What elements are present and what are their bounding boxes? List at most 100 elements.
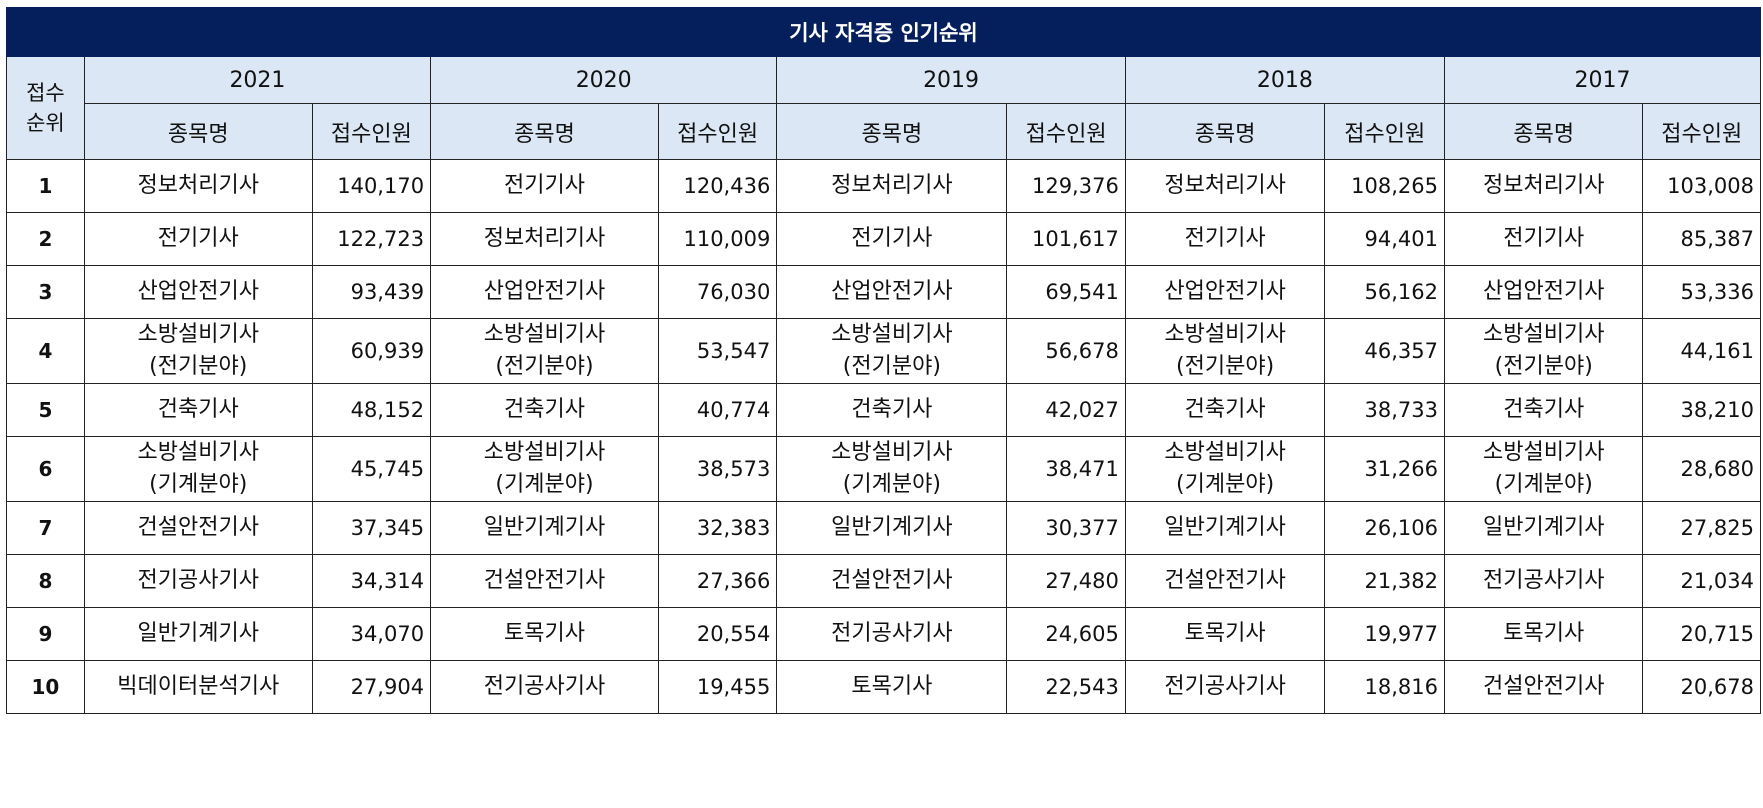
applicant-count-cell: 48,152 <box>311 383 432 437</box>
column-header-count: 접수인원 <box>657 103 778 160</box>
table-title: 기사 자격증 인기순위 <box>6 7 1761 57</box>
year-header: 2021 <box>83 56 432 104</box>
cert-name-cell: 일반기계기사 <box>1124 501 1326 555</box>
cert-name-line: (기계분야) <box>1494 472 1593 497</box>
cert-name-cell: 건축기사 <box>430 383 659 437</box>
cert-name-line: 산업안전기사 <box>137 279 259 304</box>
cert-name-line: (전기분야) <box>149 354 248 379</box>
applicant-count-cell: 30,377 <box>1006 501 1126 555</box>
cert-name-line: (기계분야) <box>495 472 594 497</box>
applicant-count-cell: 27,480 <box>1006 554 1126 608</box>
column-header-name: 종목명 <box>430 103 659 160</box>
table-row: 3 산업안전기사 93,439 산업안전기사 76,030 산업안전기사 69,541 산업안… <box>6 265 1761 319</box>
applicant-count-cell: 94,401 <box>1324 212 1445 266</box>
cert-name-cell: 전기공사기사 <box>1443 554 1644 608</box>
rank-cell: 10 <box>6 660 85 714</box>
cert-name-cell: 전기공사기사 <box>1124 660 1326 714</box>
cert-name-cell: 소방설비기사 (전기분야) <box>776 318 1008 384</box>
cert-name-cell: 일반기계기사 <box>430 501 659 555</box>
applicant-count-cell: 120,436 <box>657 159 778 213</box>
cert-name-cell: 전기기사 <box>1443 212 1644 266</box>
cert-name-cell: 소방설비기사 (전기분야) <box>430 318 659 384</box>
cert-name-cell: 빅데이터분석기사 <box>83 660 313 714</box>
cert-name-line: 전기공사기사 <box>137 568 259 593</box>
cert-name-line: 빅데이터분석기사 <box>117 674 280 699</box>
cert-name-cell: 정보처리기사 <box>1443 159 1644 213</box>
applicant-count-cell: 19,455 <box>657 660 778 714</box>
year-header: 2019 <box>776 56 1126 104</box>
applicant-count-cell: 46,357 <box>1324 318 1445 384</box>
cert-name-line: 전기기사 <box>157 226 239 251</box>
rank-cell: 6 <box>6 436 85 502</box>
cert-name-line: 건축기사 <box>1503 397 1585 422</box>
applicant-count-cell: 56,678 <box>1006 318 1126 384</box>
cert-name-cell: 전기공사기사 <box>776 607 1008 661</box>
cert-name-cell: 전기기사 <box>430 159 659 213</box>
cert-name-line: 전기공사기사 <box>1164 674 1286 699</box>
applicant-count-cell: 76,030 <box>657 265 778 319</box>
cert-name-line: 일반기계기사 <box>137 621 259 646</box>
cert-name-cell: 정보처리기사 <box>83 159 313 213</box>
rank-cell: 7 <box>6 501 85 555</box>
cert-name-cell: 일반기계기사 <box>776 501 1008 555</box>
applicant-count-cell: 44,161 <box>1642 318 1761 384</box>
cert-name-line: 소방설비기사 <box>1483 440 1605 465</box>
cert-name-line: 건설안전기사 <box>1483 674 1605 699</box>
rank-header-line-1: 접수 <box>26 81 65 105</box>
applicant-count-cell: 20,678 <box>1642 660 1761 714</box>
table-row: 4 소방설비기사 (전기분야) 60,939 소방설비기사 (전기분야) 53,547 소방설… <box>6 318 1761 384</box>
applicant-count-cell: 38,733 <box>1324 383 1445 437</box>
cert-name-line: 토목기사 <box>1503 621 1585 646</box>
applicant-count-cell: 34,314 <box>311 554 432 608</box>
cert-name-cell: 소방설비기사 (기계분야) <box>776 436 1008 502</box>
rank-cell: 2 <box>6 212 85 266</box>
cert-name-cell: 일반기계기사 <box>83 607 313 661</box>
cert-name-line: 산업안전기사 <box>1483 279 1605 304</box>
cert-name-line: (전기분야) <box>1494 354 1593 379</box>
cert-name-line: 소방설비기사 <box>137 440 259 465</box>
cert-name-line: 소방설비기사 <box>831 322 953 347</box>
cert-name-cell: 전기기사 <box>1124 212 1326 266</box>
applicant-count-cell: 93,439 <box>311 265 432 319</box>
column-header-count: 접수인원 <box>1006 103 1126 160</box>
cert-name-line: 정보처리기사 <box>1164 173 1286 198</box>
cert-name-line: 전기기사 <box>1184 226 1266 251</box>
applicant-count-cell: 122,723 <box>311 212 432 266</box>
table-row: 6 소방설비기사 (기계분야) 45,745 소방설비기사 (기계분야) 38,573 소방설… <box>6 436 1761 502</box>
cert-name-line: 일반기계기사 <box>831 515 953 540</box>
cert-name-cell: 산업안전기사 <box>83 265 313 319</box>
applicant-count-cell: 27,366 <box>657 554 778 608</box>
table-row: 8 전기공사기사 34,314 건설안전기사 27,366 건설안전기사 27,480 건설안… <box>6 554 1761 608</box>
applicant-count-cell: 28,680 <box>1642 436 1761 502</box>
applicant-count-cell: 85,387 <box>1642 212 1761 266</box>
cert-name-cell: 건설안전기사 <box>1124 554 1326 608</box>
cert-name-cell: 산업안전기사 <box>776 265 1008 319</box>
cert-name-line: 산업안전기사 <box>831 279 953 304</box>
cert-name-line: (기계분야) <box>842 472 941 497</box>
cert-name-cell: 일반기계기사 <box>1443 501 1644 555</box>
cert-name-cell: 토목기사 <box>776 660 1008 714</box>
cert-name-line: 소방설비기사 <box>1164 440 1286 465</box>
cert-name-line: 소방설비기사 <box>483 322 606 347</box>
cert-name-cell: 전기공사기사 <box>83 554 313 608</box>
rank-cell: 8 <box>6 554 85 608</box>
applicant-count-cell: 60,939 <box>311 318 432 384</box>
applicant-count-cell: 38,471 <box>1006 436 1126 502</box>
cert-name-line: (전기분야) <box>842 354 941 379</box>
cert-name-cell: 전기공사기사 <box>430 660 659 714</box>
certification-ranking-table: 기사 자격증 인기순위 접수 순위 2021 2020 2019 2018 2017 종… <box>6 7 1762 714</box>
applicant-count-cell: 45,745 <box>311 436 432 502</box>
cert-name-line: 정보처리기사 <box>831 173 953 198</box>
applicant-count-cell: 34,070 <box>311 607 432 661</box>
cert-name-line: 정보처리기사 <box>1483 173 1605 198</box>
cert-name-line: 건축기사 <box>503 397 585 422</box>
cert-name-line: (전기분야) <box>1176 354 1275 379</box>
cert-name-cell: 건설안전기사 <box>430 554 659 608</box>
cert-name-line: 소방설비기사 <box>483 440 606 465</box>
applicant-count-cell: 21,382 <box>1324 554 1445 608</box>
cert-name-line: 건축기사 <box>1184 397 1266 422</box>
cert-name-line: 건축기사 <box>157 397 239 422</box>
cert-name-line: 전기기사 <box>851 226 933 251</box>
cert-name-cell: 건축기사 <box>776 383 1008 437</box>
cert-name-line: 일반기계기사 <box>483 515 606 540</box>
